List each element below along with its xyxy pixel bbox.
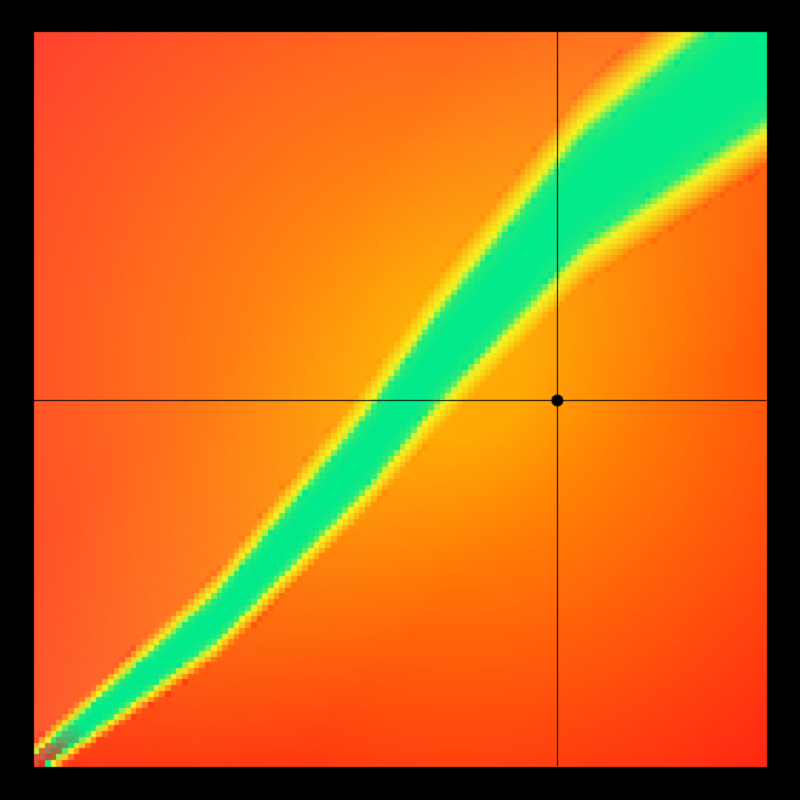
chart-container: TheBottleneck.com [0,0,800,800]
bottleneck-heatmap-canvas [0,0,800,800]
